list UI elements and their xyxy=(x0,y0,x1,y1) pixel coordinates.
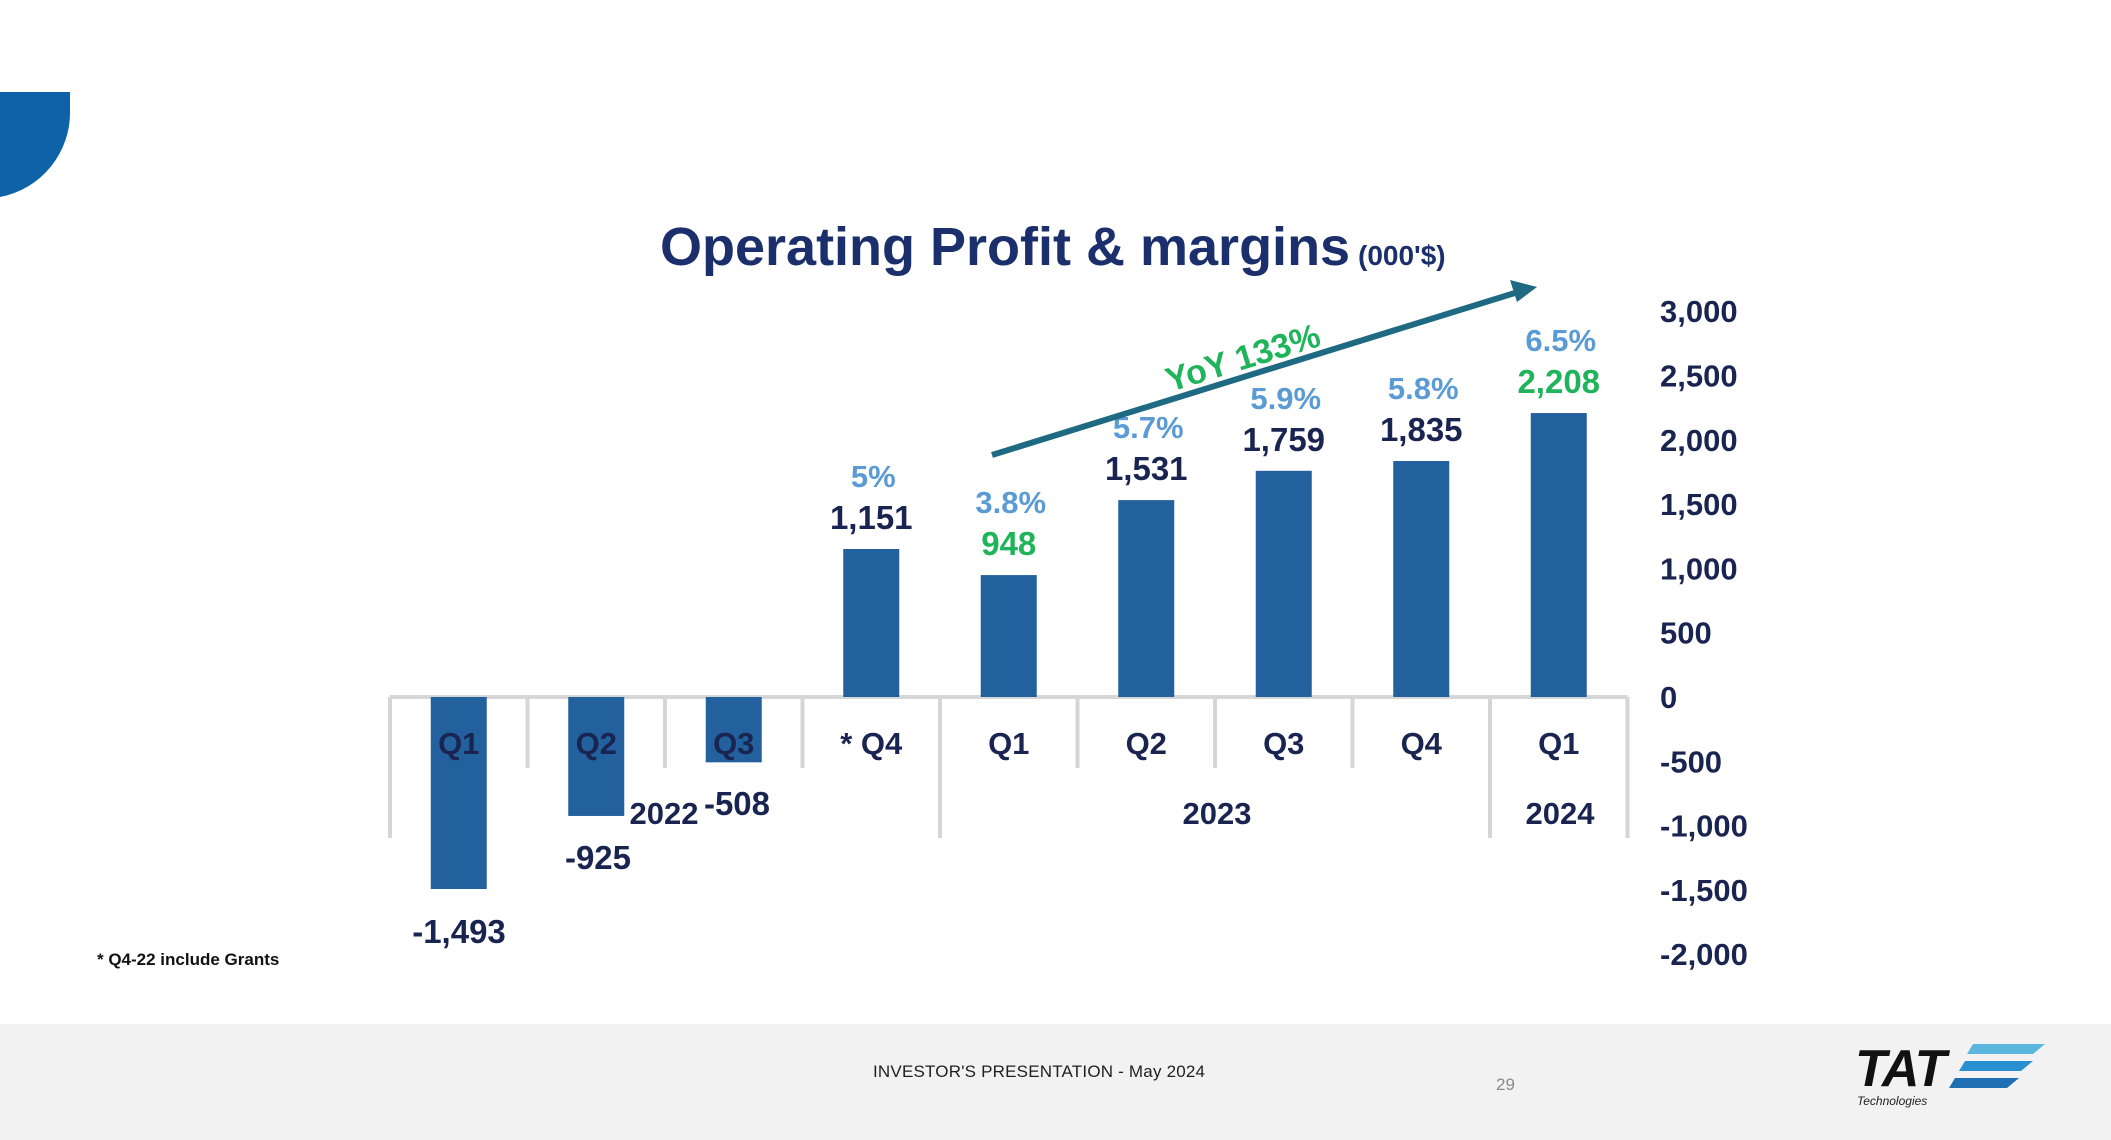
bar xyxy=(1530,413,1587,697)
bar xyxy=(980,575,1037,697)
value-label: -925 xyxy=(565,839,631,876)
value-labels: -1,493 -925 -508 1,151 948 1,531 1,759 1,835 2,2… xyxy=(412,363,1600,950)
category-label: Q2 xyxy=(1126,726,1167,761)
y-tick-label: 3,000 xyxy=(1660,294,1738,329)
logo-stripe-bot xyxy=(1949,1078,2019,1088)
operating-profit-chart: Operating Profit & margins (000'$) Q1 Q2 Q… xyxy=(388,217,1748,972)
bar xyxy=(843,548,900,697)
y-tick-label: 0 xyxy=(1660,680,1677,715)
value-label: 1,531 xyxy=(1105,450,1188,487)
margin-label: 5.8% xyxy=(1388,371,1459,406)
bar xyxy=(705,697,762,763)
tat-logo: TAT Technologies xyxy=(1855,1040,2045,1108)
bar xyxy=(1118,500,1175,697)
year-labels: 2022 2023 2024 xyxy=(630,796,1596,831)
y-tick-label: 2,000 xyxy=(1660,423,1738,458)
value-label: 1,835 xyxy=(1380,411,1463,448)
category-label: Q1 xyxy=(988,726,1029,761)
chart-unit-label: (000'$) xyxy=(1358,240,1446,271)
y-tick-label: -1,500 xyxy=(1660,873,1748,908)
footer-bar xyxy=(0,1024,2111,1140)
y-tick-label: -2,000 xyxy=(1660,937,1748,972)
year-label: 2024 xyxy=(1526,796,1596,831)
value-label: 1,759 xyxy=(1242,421,1325,458)
y-tick-label: -1,000 xyxy=(1660,809,1748,844)
category-label: Q1 xyxy=(438,726,479,761)
y-tick-label: 500 xyxy=(1660,616,1712,651)
bar xyxy=(1393,461,1450,697)
margin-label: 3.8% xyxy=(975,485,1046,520)
value-label: 1,151 xyxy=(830,499,913,536)
page-number: 29 xyxy=(1496,1075,1515,1094)
margin-label: 5.9% xyxy=(1250,381,1321,416)
year-label: 2023 xyxy=(1183,796,1252,831)
margin-label: 5% xyxy=(851,459,896,494)
category-label: Q3 xyxy=(1263,726,1304,761)
y-tick-label: 2,500 xyxy=(1660,359,1738,394)
category-label: Q2 xyxy=(576,726,617,761)
logo-subtitle: Technologies xyxy=(1857,1094,1927,1108)
yoy-arrow xyxy=(991,280,1537,458)
year-label: 2022 xyxy=(630,796,699,831)
margin-label: 6.5% xyxy=(1525,323,1596,358)
footnote: * Q4-22 include Grants xyxy=(97,950,280,969)
value-label: -1,493 xyxy=(412,913,506,950)
bar xyxy=(568,697,625,816)
value-label: -508 xyxy=(704,785,770,822)
category-label: Q1 xyxy=(1538,726,1579,761)
corner-decoration xyxy=(0,92,71,197)
bar xyxy=(430,697,487,889)
bars-group xyxy=(430,413,1587,889)
chart-title: Operating Profit & margins xyxy=(660,217,1350,277)
logo-text: TAT xyxy=(1855,1040,1951,1098)
y-axis: 3,000 2,500 2,000 1,500 1,000 500 0 -500 -1,000 -… xyxy=(1660,294,1748,972)
category-label: * Q4 xyxy=(840,726,903,761)
footer-title: INVESTOR'S PRESENTATION - May 2024 xyxy=(873,1062,1206,1081)
logo-stripe-top xyxy=(1967,1044,2045,1054)
logo-stripe-mid xyxy=(1959,1061,2033,1071)
category-label: Q3 xyxy=(713,726,754,761)
bar xyxy=(1255,470,1312,697)
value-label: 2,208 xyxy=(1517,363,1600,400)
y-tick-label: 1,500 xyxy=(1660,487,1738,522)
y-tick-label: -500 xyxy=(1660,744,1722,779)
y-tick-label: 1,000 xyxy=(1660,551,1738,586)
category-labels: Q1 Q2 Q3 * Q4 Q1 Q2 Q3 Q4 Q1 xyxy=(438,726,1579,761)
category-label: Q4 xyxy=(1401,726,1443,761)
value-label: 948 xyxy=(981,525,1036,562)
